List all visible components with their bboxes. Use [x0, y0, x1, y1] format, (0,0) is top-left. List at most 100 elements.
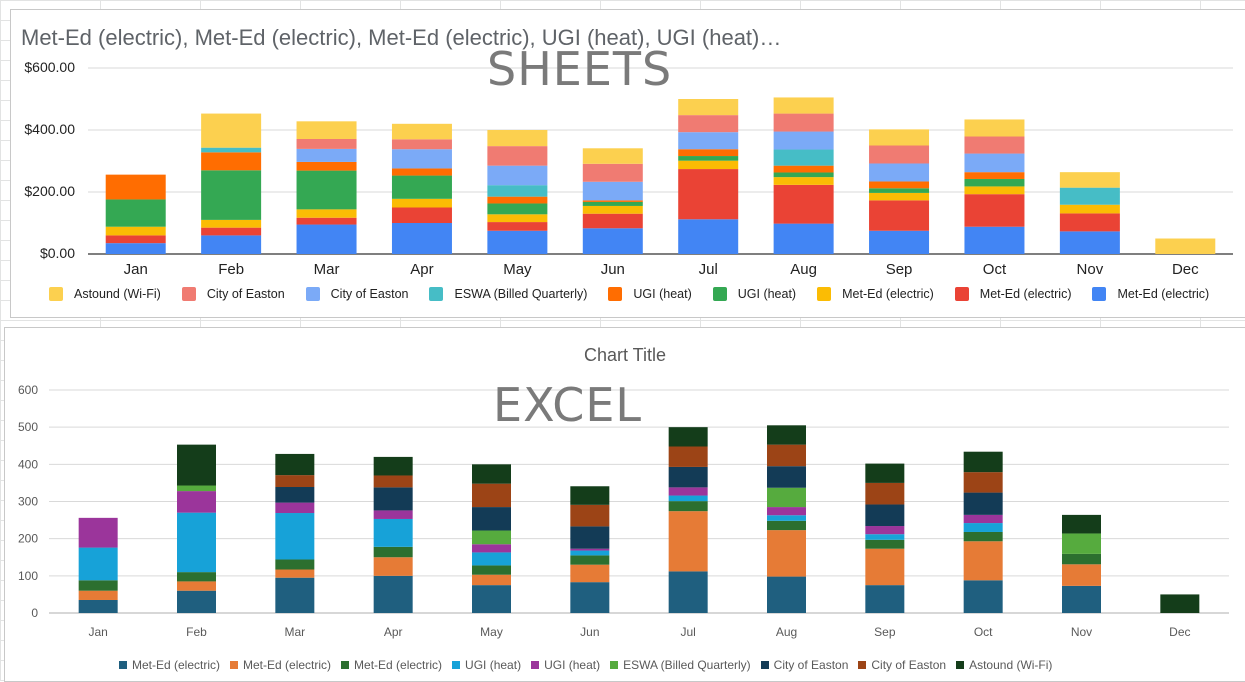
bar-segment[interactable]	[373, 518, 413, 547]
legend-item[interactable]: ESWA (Billed Quarterly)	[429, 287, 587, 301]
legend-item[interactable]: Met-Ed (electric)	[954, 287, 1071, 301]
bar-segment[interactable]	[570, 550, 610, 556]
bar-segment[interactable]	[964, 186, 1025, 195]
bar-segment[interactable]	[678, 132, 739, 150]
sheets-chart-panel[interactable]: Met-Ed (electric), Met-Ed (electric), Me…	[10, 9, 1245, 318]
bar-segment[interactable]	[869, 163, 930, 182]
bar-segment[interactable]	[668, 466, 708, 488]
bar-segment[interactable]	[487, 146, 548, 166]
bar-segment[interactable]	[487, 196, 548, 204]
bar-segment[interactable]	[391, 223, 452, 254]
bar-segment[interactable]	[275, 559, 315, 570]
bar-segment[interactable]	[487, 185, 548, 197]
legend-item[interactable]: Astound (Wi-Fi)	[956, 658, 1052, 672]
excel-chart-panel[interactable]: Chart Title 0 100 200 300 400 500 600 Jan Feb Mar…	[4, 327, 1245, 682]
bar-segment[interactable]	[487, 230, 548, 254]
bar-segment[interactable]	[963, 451, 1003, 473]
bar-segment[interactable]	[472, 507, 511, 531]
bar-segment[interactable]	[582, 163, 643, 182]
bar-segment[interactable]	[869, 192, 930, 201]
bar-segment[interactable]	[767, 487, 806, 508]
legend-item[interactable]: Met-Ed (electric)	[119, 658, 220, 672]
bar-segment[interactable]	[275, 453, 315, 476]
bar-segment[interactable]	[964, 153, 1025, 173]
bar-segment[interactable]	[865, 463, 905, 483]
bar-segment[interactable]	[964, 136, 1025, 154]
bar-segment[interactable]	[391, 168, 452, 176]
bar-segment[interactable]	[373, 456, 413, 476]
bar-segment[interactable]	[865, 526, 905, 535]
bar-segment[interactable]	[964, 172, 1025, 179]
bar-segment[interactable]	[668, 511, 708, 572]
bar-segment[interactable]	[773, 149, 834, 166]
bar-segment[interactable]	[275, 487, 315, 503]
bar-segment[interactable]	[582, 200, 643, 202]
bar-segment[interactable]	[373, 475, 413, 488]
bar-segment[interactable]	[487, 203, 548, 215]
legend-item[interactable]: Astound (Wi-Fi)	[49, 287, 161, 301]
bar-segment[interactable]	[767, 425, 806, 445]
bar-segment[interactable]	[964, 178, 1025, 187]
bar-segment[interactable]	[1059, 213, 1120, 232]
bar-segment[interactable]	[487, 165, 548, 186]
bar-segment[interactable]	[570, 564, 610, 583]
bar-segment[interactable]	[869, 145, 930, 164]
bar-segment[interactable]	[773, 165, 834, 173]
bar-segment[interactable]	[201, 235, 262, 254]
bar-segment[interactable]	[373, 546, 413, 558]
bar-segment[interactable]	[78, 547, 118, 581]
bar-segment[interactable]	[177, 590, 216, 613]
bar-segment[interactable]	[767, 530, 806, 577]
bar-segment[interactable]	[767, 466, 806, 488]
bar-segment[interactable]	[678, 156, 739, 161]
bar-segment[interactable]	[472, 585, 511, 613]
bar-segment[interactable]	[177, 485, 216, 492]
bar-segment[interactable]	[487, 222, 548, 231]
bar-segment[interactable]	[668, 446, 708, 467]
legend-item[interactable]: Met-Ed (electric)	[1092, 287, 1209, 301]
bar-segment[interactable]	[296, 148, 357, 162]
legend-item[interactable]: City of Easton	[760, 658, 848, 672]
bar-segment[interactable]	[391, 175, 452, 199]
bar-segment[interactable]	[865, 482, 905, 505]
bar-segment[interactable]	[201, 227, 262, 236]
bar-segment[interactable]	[1059, 204, 1120, 214]
bar-segment[interactable]	[865, 534, 905, 540]
bar-segment[interactable]	[582, 181, 643, 201]
bar-segment[interactable]	[296, 170, 357, 210]
bar-segment[interactable]	[275, 475, 315, 488]
bar-segment[interactable]	[668, 495, 708, 502]
bar-segment[interactable]	[487, 214, 548, 223]
bar-segment[interactable]	[201, 113, 262, 148]
bar-segment[interactable]	[668, 501, 708, 512]
bar-segment[interactable]	[296, 217, 357, 225]
bar-segment[interactable]	[869, 200, 930, 231]
bar-segment[interactable]	[296, 161, 357, 171]
bar-segment[interactable]	[865, 548, 905, 586]
bar-segment[interactable]	[678, 219, 739, 254]
bar-segment[interactable]	[869, 129, 930, 146]
bar-segment[interactable]	[773, 172, 834, 178]
bar-segment[interactable]	[570, 548, 610, 551]
bar-segment[interactable]	[963, 531, 1003, 542]
legend-item[interactable]: Met-Ed (electric)	[230, 658, 331, 672]
bar-segment[interactable]	[869, 188, 930, 193]
bar-segment[interactable]	[1062, 553, 1101, 565]
bar-segment[interactable]	[869, 181, 930, 189]
legend-item[interactable]: Met-Ed (electric)	[341, 658, 442, 672]
bar-segment[interactable]	[78, 599, 118, 613]
bar-segment[interactable]	[963, 580, 1003, 613]
bar-segment[interactable]	[296, 209, 357, 218]
legend-item[interactable]: UGI (heat)	[712, 287, 796, 301]
bar-segment[interactable]	[865, 504, 905, 527]
bar-segment[interactable]	[767, 507, 806, 516]
bar-segment[interactable]	[105, 226, 166, 236]
bar-segment[interactable]	[582, 205, 643, 214]
bar-segment[interactable]	[391, 139, 452, 150]
bar-segment[interactable]	[391, 198, 452, 208]
legend-item[interactable]: UGI (heat)	[531, 658, 600, 672]
bar-segment[interactable]	[472, 552, 511, 566]
bar-segment[interactable]	[373, 510, 413, 519]
legend-item[interactable]: Met-Ed (electric)	[817, 287, 934, 301]
legend-item[interactable]: UGI (heat)	[608, 287, 692, 301]
